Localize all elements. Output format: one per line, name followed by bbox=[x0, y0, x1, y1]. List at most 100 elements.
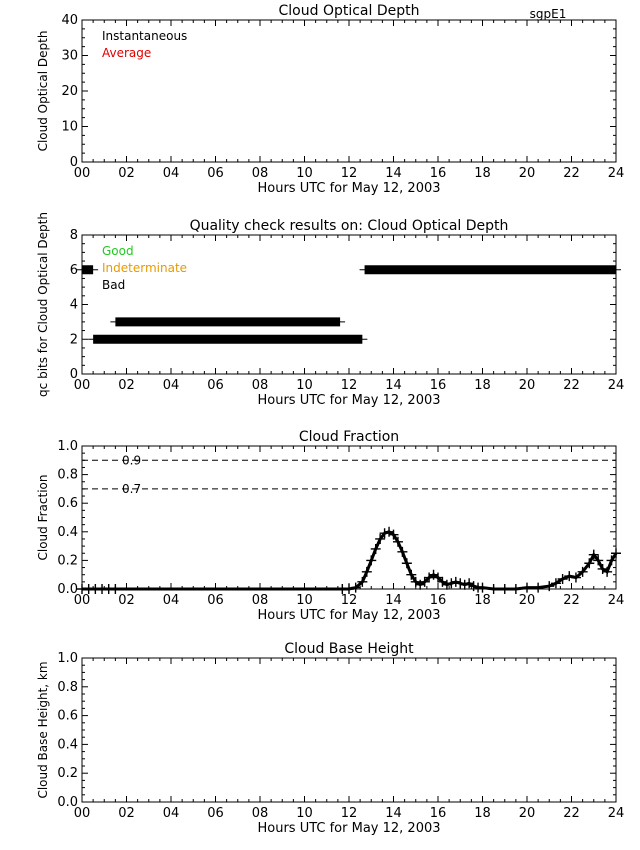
y-tick-label: 0.0 bbox=[57, 795, 78, 810]
y-tick-label: 40 bbox=[61, 13, 78, 28]
x-tick-label: 02 bbox=[118, 806, 135, 821]
x-tick-label: 16 bbox=[430, 378, 447, 393]
x-axis-label: Hours UTC for May 12, 2003 bbox=[257, 821, 440, 836]
legend-entry: Good bbox=[102, 244, 134, 258]
x-tick-label: 18 bbox=[474, 166, 491, 181]
y-tick-label: 0.2 bbox=[57, 553, 78, 568]
x-tick-label: 10 bbox=[296, 166, 313, 181]
x-tick-label: 06 bbox=[207, 593, 224, 608]
data-point bbox=[577, 566, 588, 577]
x-tick-label: 04 bbox=[163, 166, 180, 181]
x-tick-label: 00 bbox=[74, 378, 91, 393]
x-tick-label: 08 bbox=[252, 593, 269, 608]
y-tick-label: 0 bbox=[70, 367, 78, 382]
y-tick-label: 0.8 bbox=[57, 468, 78, 483]
data-point bbox=[468, 581, 479, 592]
x-tick-label: 04 bbox=[163, 378, 180, 393]
x-tick-label: 16 bbox=[430, 166, 447, 181]
x-tick-label: 22 bbox=[563, 166, 580, 181]
x-tick-label: 10 bbox=[296, 378, 313, 393]
x-tick-label: 14 bbox=[385, 166, 402, 181]
x-tick-label: 24 bbox=[608, 378, 625, 393]
data-point bbox=[375, 533, 386, 544]
data-point bbox=[499, 584, 510, 594]
y-tick-label: 0.2 bbox=[57, 766, 78, 781]
data-point bbox=[433, 572, 443, 583]
data-point bbox=[488, 584, 499, 594]
x-tick-label: 20 bbox=[519, 806, 536, 821]
x-tick-label: 12 bbox=[341, 378, 358, 393]
y-tick-label: 4 bbox=[70, 298, 78, 313]
data-point bbox=[357, 576, 368, 587]
x-tick-label: 22 bbox=[563, 806, 580, 821]
data-point bbox=[611, 548, 621, 559]
x-tick-label: 22 bbox=[563, 593, 580, 608]
x-tick-label: 00 bbox=[74, 593, 91, 608]
y-tick-label: 20 bbox=[61, 84, 78, 99]
x-axis-label: Hours UTC for May 12, 2003 bbox=[257, 608, 440, 623]
x-tick-label: 20 bbox=[519, 166, 536, 181]
data-point bbox=[344, 584, 354, 594]
data-point bbox=[366, 555, 377, 566]
x-tick-label: 24 bbox=[608, 806, 625, 821]
x-tick-label: 04 bbox=[163, 593, 180, 608]
y-tick-label: 8 bbox=[70, 228, 78, 243]
legend-entry: Bad bbox=[102, 278, 125, 292]
data-point bbox=[550, 578, 561, 589]
x-tick-label: 06 bbox=[207, 806, 224, 821]
y-axis-label: qc bits for Cloud Optical Depth bbox=[36, 212, 50, 397]
y-tick-label: 10 bbox=[61, 120, 78, 135]
y-tick-label: 6 bbox=[70, 263, 78, 278]
chart-panel-3: Cloud Fraction 00 02 04 06 08 10 12 14 16 18 20 22 24… bbox=[36, 429, 624, 623]
y-tick-label: 0.6 bbox=[57, 709, 78, 724]
data-point bbox=[401, 558, 412, 569]
x-tick-label: 00 bbox=[74, 166, 91, 181]
data-point bbox=[522, 582, 532, 593]
reference-line-label: 0.7 bbox=[122, 482, 141, 496]
y-tick-label: 2 bbox=[70, 332, 78, 347]
data-point bbox=[361, 566, 372, 577]
x-tick-label: 20 bbox=[519, 593, 536, 608]
legend-entry: Indeterminate bbox=[102, 261, 187, 275]
data-point bbox=[533, 582, 544, 593]
data-point bbox=[110, 584, 121, 594]
data-point bbox=[459, 579, 470, 590]
y-tick-label: 0.8 bbox=[57, 680, 78, 695]
y-tick-label: 30 bbox=[61, 49, 78, 64]
cloud-fraction-line bbox=[82, 530, 618, 591]
x-tick-label: 06 bbox=[207, 378, 224, 393]
plot-frame bbox=[81, 234, 617, 375]
data-point bbox=[350, 582, 361, 593]
legend-entry: Instantaneous bbox=[102, 29, 187, 43]
x-tick-label: 10 bbox=[296, 806, 313, 821]
x-tick-label: 12 bbox=[341, 806, 358, 821]
plot-frame bbox=[81, 657, 617, 803]
chart-panel-1: Cloud Optical Depth 00 02 04 06 08 10 12 14 16 18 2… bbox=[36, 3, 624, 196]
chart-title: Cloud Base Height bbox=[284, 641, 414, 657]
x-axis-label: Hours UTC for May 12, 2003 bbox=[257, 393, 440, 408]
x-tick-label: 16 bbox=[430, 593, 447, 608]
x-tick-label: 00 bbox=[74, 806, 91, 821]
x-tick-label: 18 bbox=[474, 378, 491, 393]
x-tick-label: 14 bbox=[385, 593, 402, 608]
x-tick-label: 08 bbox=[252, 806, 269, 821]
data-point bbox=[455, 578, 466, 589]
data-point bbox=[419, 576, 430, 587]
data-point bbox=[510, 584, 521, 594]
y-tick-label: 0.4 bbox=[57, 737, 78, 752]
x-tick-label: 22 bbox=[563, 378, 580, 393]
x-tick-label: 24 bbox=[608, 593, 625, 608]
data-point bbox=[392, 536, 403, 547]
y-tick-label: 0.6 bbox=[57, 496, 78, 511]
chart-title: Quality check results on: Cloud Optical … bbox=[190, 218, 509, 234]
chart-title: Cloud Fraction bbox=[299, 429, 399, 445]
x-tick-label: 18 bbox=[474, 593, 491, 608]
legend-entry: Average bbox=[102, 46, 151, 60]
data-point bbox=[557, 573, 568, 584]
x-tick-label: 12 bbox=[341, 593, 358, 608]
data-point bbox=[370, 543, 381, 554]
data-point bbox=[606, 555, 617, 566]
data-point bbox=[397, 546, 408, 557]
x-tick-label: 08 bbox=[252, 166, 269, 181]
